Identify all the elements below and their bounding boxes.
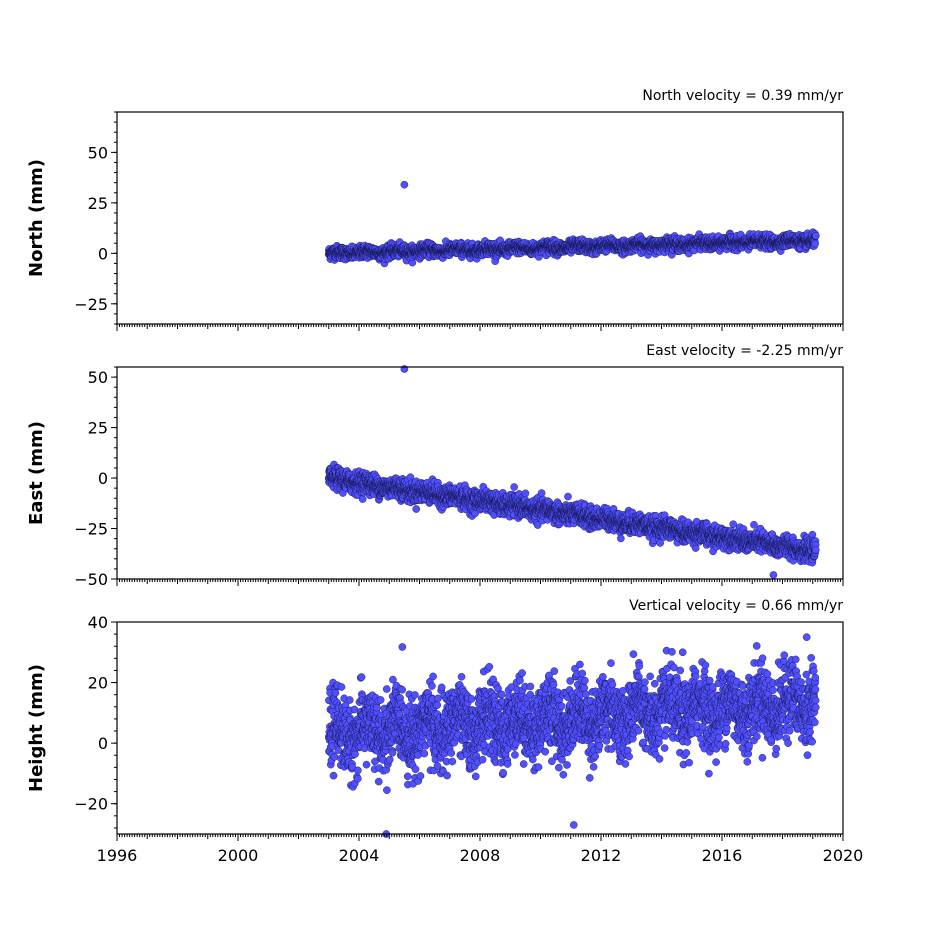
north-data-point [811,231,820,240]
north-axes-frame [116,111,844,325]
east-data-point [412,505,420,513]
north-velocity-label: North velocity = 0.39 mm/yr [642,88,843,104]
north-y-tick-label: 50 [88,143,108,162]
east-data-point [358,495,367,503]
north-y-tick-label: −25 [74,295,108,314]
north-outlier-point [400,180,409,189]
north-y-tick-label: 0 [98,244,108,263]
east-data-point [564,492,572,501]
east-data-point [537,489,546,497]
east-data-point [510,483,518,491]
north-data-point [811,239,819,248]
east-data-points [324,365,820,579]
north-y-ticks: −25 0 25 50 [74,111,117,325]
north-panel: −25 0 25 50 North velocity = 0.39 mm/yr Nor… [26,88,844,331]
north-data-points [324,180,820,268]
north-y-axis-label: North (mm) [26,159,47,277]
east-data-point [521,489,530,498]
north-x-ticks [116,324,844,331]
north-y-tick-label: 25 [88,194,108,213]
